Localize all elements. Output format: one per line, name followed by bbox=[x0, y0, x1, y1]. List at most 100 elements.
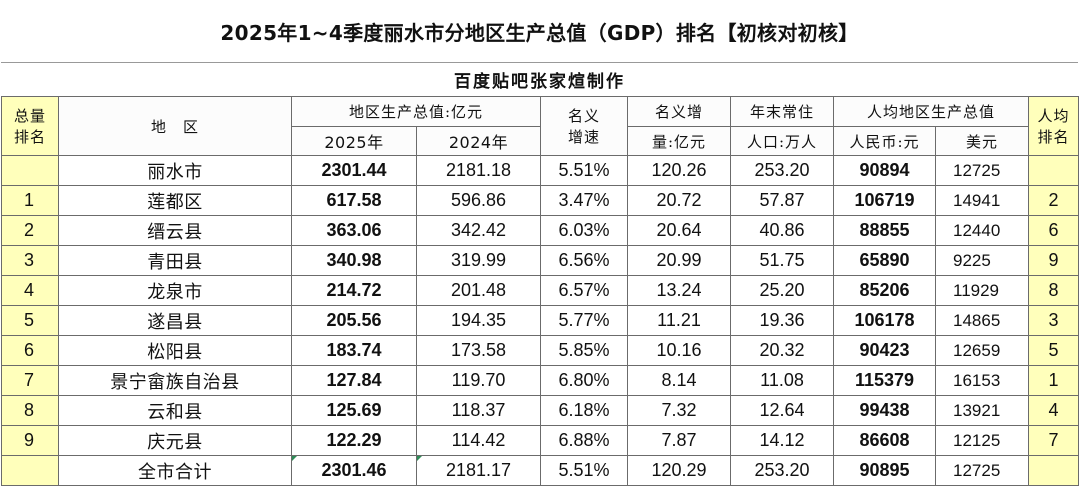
population-cell: 12.64 bbox=[730, 395, 834, 426]
population-cell: 57.87 bbox=[730, 185, 834, 216]
per-capita-rmb-cell: 86608 bbox=[833, 425, 936, 456]
per-capita-rank-cell: 5 bbox=[1028, 335, 1080, 366]
population-cell: 40.86 bbox=[730, 215, 834, 246]
table-header: 总量 排名 地 区 地区生产总值:亿元 名义 增速 名义增 年末常住 人均地区生… bbox=[1, 96, 1080, 156]
per-capita-rank-cell: 7 bbox=[1028, 425, 1080, 456]
population-cell: 14.12 bbox=[730, 425, 834, 456]
header-population-line2: 人口:万人 bbox=[730, 126, 834, 156]
increase-cell: 20.99 bbox=[627, 245, 731, 276]
gdp-2024-cell: 342.42 bbox=[416, 215, 541, 246]
growth-cell: 5.51% bbox=[540, 155, 628, 186]
header-per-capita-rank: 人均 排名 bbox=[1028, 96, 1080, 156]
per-capita-rmb-cell: 88855 bbox=[833, 215, 936, 246]
increase-cell: 13.24 bbox=[627, 275, 731, 306]
per-capita-rank-cell: 2 bbox=[1028, 185, 1080, 216]
total-rank-cell: 3 bbox=[1, 245, 59, 276]
header-gdp-2024: 2024年 bbox=[416, 126, 541, 156]
gdp-2024-cell: 119.70 bbox=[416, 365, 541, 396]
per-capita-usd-cell: 14941 bbox=[934, 185, 1030, 216]
growth-cell: 5.77% bbox=[540, 305, 628, 336]
gdp-2025-cell: 617.58 bbox=[291, 185, 417, 216]
per-capita-rmb-cell: 65890 bbox=[833, 245, 936, 276]
total-rank-cell: 5 bbox=[1, 305, 59, 336]
per-capita-rmb-cell: 115379 bbox=[833, 365, 936, 396]
region-cell: 云和县 bbox=[58, 395, 292, 426]
growth-cell: 5.51% bbox=[540, 455, 628, 486]
header-per-capita-rmb: 人民币:元 bbox=[833, 126, 936, 156]
per-capita-rank-cell: 8 bbox=[1028, 275, 1080, 306]
header-total-rank-line1: 总量 bbox=[13, 107, 46, 125]
per-capita-rank-cell bbox=[1028, 455, 1080, 486]
table-row: 1 莲都区 617.58 596.86 3.47% 20.72 57.87 10… bbox=[1, 185, 1080, 216]
growth-cell: 6.18% bbox=[540, 395, 628, 426]
total-rank-cell: 6 bbox=[1, 335, 59, 366]
growth-cell: 6.80% bbox=[540, 365, 628, 396]
region-cell: 缙云县 bbox=[58, 215, 292, 246]
header-per-capita-rank-line2: 排名 bbox=[1037, 128, 1070, 146]
total-rank-cell: 8 bbox=[1, 395, 59, 426]
table-row: 6 松阳县 183.74 173.58 5.85% 10.16 20.32 90… bbox=[1, 335, 1080, 366]
table-row: 丽水市 2301.44 2181.18 5.51% 120.26 253.20 … bbox=[1, 155, 1080, 186]
header-nominal-growth: 名义 增速 bbox=[540, 96, 628, 156]
header-per-capita-usd: 美元 bbox=[934, 126, 1030, 156]
per-capita-usd-cell: 13921 bbox=[934, 395, 1030, 426]
table-row: 8 云和县 125.69 118.37 6.18% 7.32 12.64 994… bbox=[1, 395, 1080, 426]
region-cell: 龙泉市 bbox=[58, 275, 292, 306]
increase-cell: 120.29 bbox=[627, 455, 731, 486]
gdp-ranking-table: 总量 排名 地 区 地区生产总值:亿元 名义 增速 名义增 年末常住 人均地区生… bbox=[1, 96, 1080, 486]
growth-cell: 3.47% bbox=[540, 185, 628, 216]
header-region: 地 区 bbox=[58, 96, 292, 156]
growth-cell: 5.85% bbox=[540, 335, 628, 366]
region-cell: 庆元县 bbox=[58, 425, 292, 456]
per-capita-rmb-cell: 85206 bbox=[833, 275, 936, 306]
increase-cell: 120.26 bbox=[627, 155, 731, 186]
per-capita-rmb-cell: 106178 bbox=[833, 305, 936, 336]
header-total-rank: 总量 排名 bbox=[1, 96, 59, 156]
per-capita-usd-cell: 11929 bbox=[934, 275, 1030, 306]
growth-cell: 6.56% bbox=[540, 245, 628, 276]
header-per-capita-group: 人均地区生产总值 bbox=[832, 96, 1030, 127]
per-capita-usd-cell: 16153 bbox=[934, 365, 1030, 396]
region-cell: 全市合计 bbox=[58, 455, 292, 486]
header-gdp-2025: 2025年 bbox=[291, 126, 417, 156]
table-row: 5 遂昌县 205.56 194.35 5.77% 11.21 19.36 10… bbox=[1, 305, 1080, 336]
gdp-2024-cell: 114.42 bbox=[416, 425, 541, 456]
header-per-capita-rank-line1: 人均 bbox=[1037, 107, 1070, 125]
region-cell: 青田县 bbox=[58, 245, 292, 276]
table-body: 丽水市 2301.44 2181.18 5.51% 120.26 253.20 … bbox=[1, 155, 1080, 486]
region-cell: 莲都区 bbox=[58, 185, 292, 216]
per-capita-rank-cell: 4 bbox=[1028, 395, 1080, 426]
increase-cell: 11.21 bbox=[627, 305, 731, 336]
population-cell: 253.20 bbox=[730, 155, 834, 186]
per-capita-rank-cell: 3 bbox=[1028, 305, 1080, 336]
per-capita-rank-cell: 9 bbox=[1028, 245, 1080, 276]
population-cell: 20.32 bbox=[730, 335, 834, 366]
gdp-2025-cell: 2301.46 bbox=[291, 455, 417, 486]
gdp-2024-cell: 118.37 bbox=[416, 395, 541, 426]
header-nominal-increase-line1: 名义增 bbox=[627, 96, 731, 127]
population-cell: 253.20 bbox=[730, 455, 834, 486]
population-cell: 19.36 bbox=[730, 305, 834, 336]
gdp-2025-cell: 340.98 bbox=[291, 245, 417, 276]
total-rank-cell: 4 bbox=[1, 275, 59, 306]
total-rank-cell: 1 bbox=[1, 185, 59, 216]
gdp-2024-cell: 201.48 bbox=[416, 275, 541, 306]
per-capita-usd-cell: 12725 bbox=[934, 455, 1030, 486]
increase-cell: 8.14 bbox=[627, 365, 731, 396]
sheet-subtitle: 百度贴吧张家煊制作 bbox=[454, 72, 625, 92]
table-row: 7 景宁畲族自治县 127.84 119.70 6.80% 8.14 11.08… bbox=[1, 365, 1080, 396]
population-cell: 25.20 bbox=[730, 275, 834, 306]
gdp-2024-cell: 194.35 bbox=[416, 305, 541, 336]
gdp-2025-cell: 363.06 bbox=[291, 215, 417, 246]
per-capita-rank-cell: 6 bbox=[1028, 215, 1080, 246]
gdp-2025-cell: 125.69 bbox=[291, 395, 417, 426]
total-rank-cell: 2 bbox=[1, 215, 59, 246]
gdp-2025-cell: 205.56 bbox=[291, 305, 417, 336]
per-capita-rank-cell bbox=[1028, 155, 1080, 186]
header-nominal-growth-line1: 名义 bbox=[567, 107, 600, 125]
gdp-2025-cell: 122.29 bbox=[291, 425, 417, 456]
per-capita-rmb-cell: 90423 bbox=[833, 335, 936, 366]
increase-cell: 7.87 bbox=[627, 425, 731, 456]
header-population-line1: 年末常住 bbox=[730, 96, 834, 127]
